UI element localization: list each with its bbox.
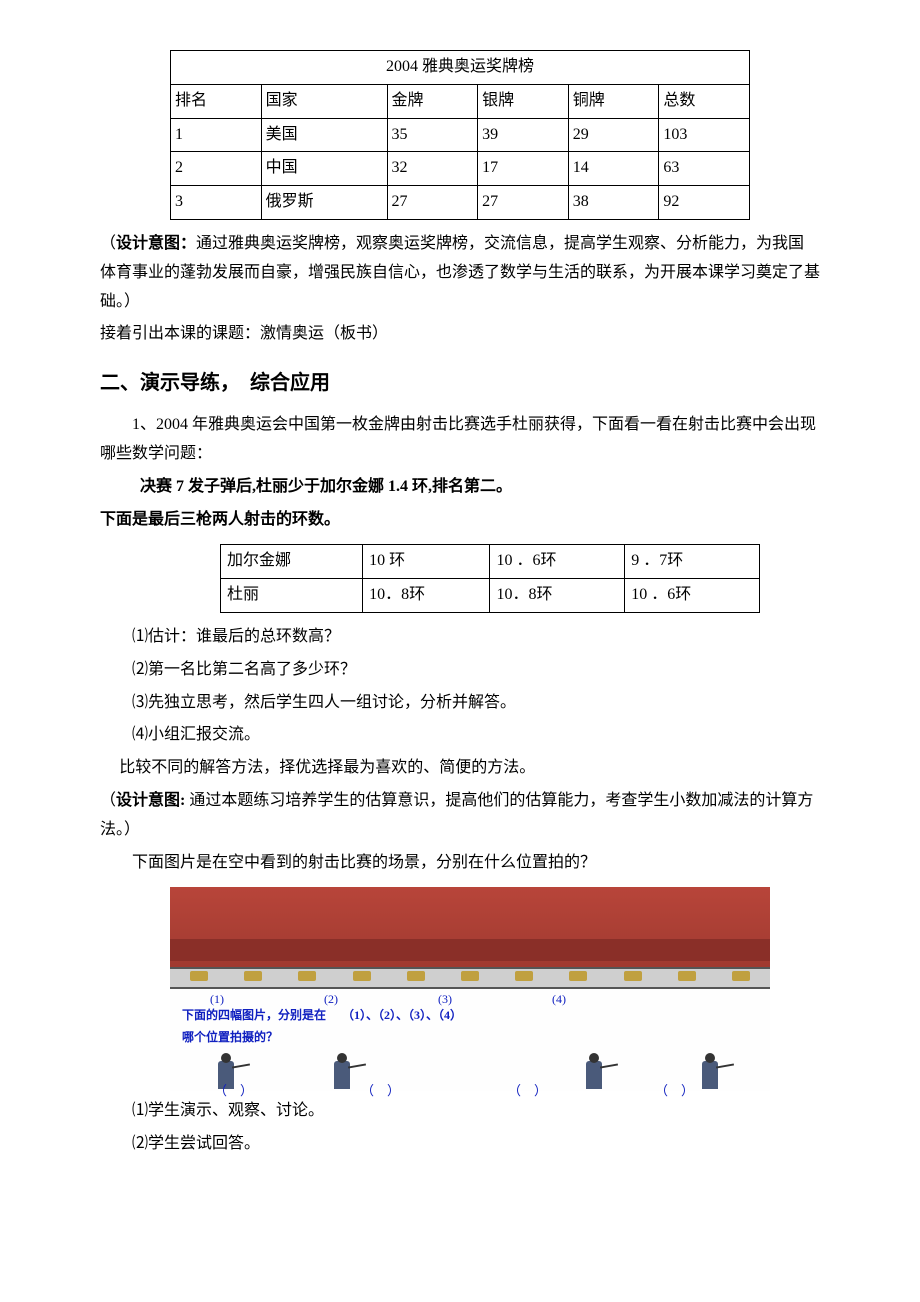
col-rank: 排名	[171, 84, 262, 118]
table-row: 1 美国 35 39 29 103	[171, 118, 750, 152]
design-label-2: 设计意图:	[116, 792, 185, 809]
bold-context-line: 决赛 7 发子弹后,杜丽少于加尔金娜 1.4 环,排名第二。	[100, 473, 820, 502]
table-row: 加尔金娜 10 环 10 ．6环 9 ．7环	[221, 545, 760, 579]
shooting-table: 加尔金娜 10 环 10 ．6环 9 ．7环 杜丽 10．8环 10．8环 10…	[220, 544, 760, 613]
question-2: ⑵第一名比第二名高了多少环？	[100, 656, 820, 685]
table-row: 杜丽 10．8环 10．8环 10 ．6环	[221, 579, 760, 613]
design-intent-1: （设计意图：通过雅典奥运奖牌榜，观察奥运奖牌榜，交流信息，提高学生观察、分析能力…	[100, 230, 820, 316]
design-label: 设计意图：	[116, 235, 196, 252]
photo-intro: 下面图片是在空中看到的射击比赛的场景，分别在什么位置拍的？	[100, 849, 820, 878]
empty-parens: （ ） （ ） （ ） （ ）	[170, 1079, 770, 1102]
shooting-scene-image: (1) (2) (3) (4) 下面的四幅图片，分别是在 哪个位置拍摄的？ （1…	[170, 887, 770, 1087]
table-row: 3 俄罗斯 27 27 38 92	[171, 186, 750, 220]
image-red-band	[170, 887, 770, 967]
question-4: ⑷小组汇报交流。	[100, 721, 820, 750]
design-intent-2: （设计意图: 通过本题练习培养学生的估算意识，提高他们的估算能力，考查学生小数加…	[100, 787, 820, 845]
question-1: ⑴估计：谁最后的总环数高？	[100, 623, 820, 652]
table-header-row: 排名 国家 金牌 银牌 铜牌 总数	[171, 84, 750, 118]
question-3: ⑶先独立思考，然后学生四人一组讨论，分析并解答。	[100, 689, 820, 718]
image-question-text: 下面的四幅图片，分别是在 哪个位置拍摄的？ （1）、（2）、（3）、（4）	[170, 1005, 770, 1048]
table-row: 2 中国 32 17 14 63	[171, 152, 750, 186]
col-total: 总数	[659, 84, 750, 118]
lane-marks	[190, 971, 750, 983]
medal-table: 2004 雅典奥运奖牌榜 排名 国家 金牌 银牌 铜牌 总数 1 美国 35 3…	[170, 50, 750, 220]
col-silver: 银牌	[478, 84, 569, 118]
topic-intro: 接着引出本课的课题：激情奥运（板书）	[100, 320, 820, 349]
section-2-header: 二、演示导练， 综合应用	[100, 365, 820, 401]
col-bronze: 铜牌	[568, 84, 659, 118]
compare-methods: 比较不同的解答方法，择优选择最为喜欢的、简便的方法。	[100, 754, 820, 783]
col-gold: 金牌	[387, 84, 478, 118]
col-country: 国家	[261, 84, 387, 118]
medal-table-title: 2004 雅典奥运奖牌榜	[171, 51, 750, 85]
paragraph-2-1: 1、2004 年雅典奥运会中国第一枚金牌由射击比赛选手杜丽获得，下面看一看在射击…	[100, 411, 820, 469]
step-2: ⑵学生尝试回答。	[100, 1130, 820, 1159]
bold-context-line-2: 下面是最后三枪两人射击的环数。	[100, 506, 820, 535]
